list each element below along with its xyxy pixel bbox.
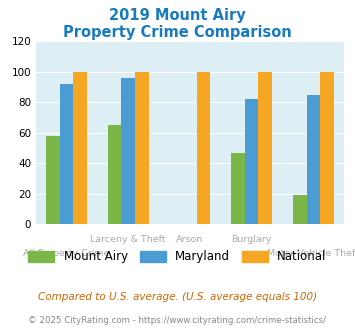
Bar bbox=[121, 78, 135, 224]
Text: Arson: Arson bbox=[176, 235, 203, 244]
Bar bbox=[258, 72, 272, 224]
Bar bbox=[245, 99, 258, 224]
Text: Compared to U.S. average. (U.S. average equals 100): Compared to U.S. average. (U.S. average … bbox=[38, 292, 317, 302]
Bar bbox=[46, 136, 60, 224]
Bar bbox=[108, 125, 121, 224]
Text: Larceny & Theft: Larceny & Theft bbox=[90, 235, 166, 244]
Bar bbox=[135, 72, 148, 224]
Text: Property Crime Comparison: Property Crime Comparison bbox=[63, 25, 292, 40]
Legend: Mount Airy, Maryland, National: Mount Airy, Maryland, National bbox=[23, 246, 332, 268]
Text: © 2025 CityRating.com - https://www.cityrating.com/crime-statistics/: © 2025 CityRating.com - https://www.city… bbox=[28, 316, 327, 325]
Bar bbox=[307, 95, 320, 224]
Text: 2019 Mount Airy: 2019 Mount Airy bbox=[109, 8, 246, 23]
Bar bbox=[60, 84, 73, 224]
Bar bbox=[197, 72, 210, 224]
Text: All Property Crime: All Property Crime bbox=[23, 249, 110, 258]
Bar bbox=[231, 153, 245, 224]
Text: Motor Vehicle Theft: Motor Vehicle Theft bbox=[267, 249, 355, 258]
Bar bbox=[293, 195, 307, 224]
Bar bbox=[320, 72, 334, 224]
Text: Burglary: Burglary bbox=[231, 235, 272, 244]
Bar bbox=[73, 72, 87, 224]
